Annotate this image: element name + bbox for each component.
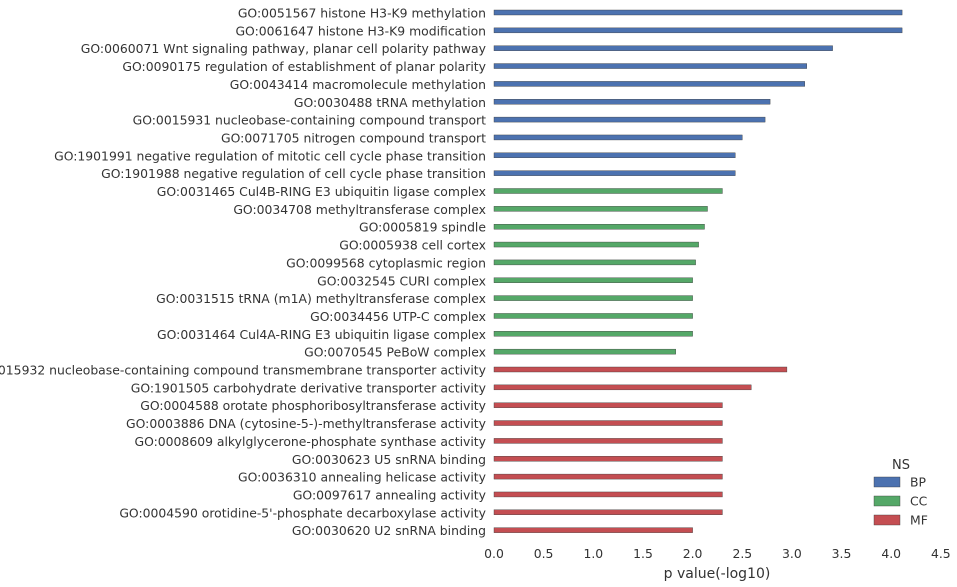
bar-mf <box>493 420 723 426</box>
category-label: GO:0051567 histone H3-K9 methylation <box>238 6 486 21</box>
x-tick-label: 4.5 <box>931 546 951 561</box>
category-label: GO:0060071 Wnt signaling pathway, planar… <box>81 41 486 56</box>
category-label: GO:0070545 PeBoW complex <box>304 345 486 360</box>
x-axis-label: p value(-log10) <box>664 566 771 582</box>
category-label: GO:0034708 methyltransferase complex <box>233 202 486 217</box>
bar-bp <box>493 27 903 34</box>
x-tick-label: 1.5 <box>633 546 653 561</box>
bar-mf <box>493 366 788 373</box>
x-tick-label: 0.0 <box>484 546 504 561</box>
category-label: GO:0071705 nitrogen compound transport <box>221 130 486 145</box>
bar-bp <box>493 81 805 87</box>
category-label: GO:0015931 nucleobase-containing compoun… <box>133 113 487 128</box>
bar-bp <box>493 45 833 51</box>
category-label: GO:0061647 histone H3-K9 modification <box>235 23 486 38</box>
legend: NS BP CC MF <box>873 458 928 528</box>
bar-bp <box>493 63 807 69</box>
bar-bp <box>493 9 903 16</box>
category-label: GO:0032545 CURI complex <box>317 273 486 288</box>
bar-mf <box>493 384 752 391</box>
legend-swatch-cc <box>873 495 901 507</box>
bar-bp <box>493 134 743 141</box>
category-label: GO:0090175 regulation of establishment o… <box>122 59 486 74</box>
category-label: GO:1901988 negative regulation of cell c… <box>101 166 486 181</box>
x-tick-label: 1.0 <box>583 546 603 561</box>
bar-cc <box>493 331 693 337</box>
legend-swatch-mf <box>873 514 901 526</box>
category-label: GO:0030620 U2 snRNA binding <box>292 523 486 538</box>
bar-bp <box>493 170 736 176</box>
bar-cc <box>493 223 705 230</box>
category-label: GO:0097617 annealing activity <box>293 487 486 502</box>
category-label: GO:0005938 cell cortex <box>339 238 486 253</box>
category-label: GO:0003886 DNA (cytosine-5-)-methyltrans… <box>126 416 486 431</box>
bar-mf <box>493 527 693 533</box>
category-label: GO:0031465 Cul4B-RING E3 ubiquitin ligas… <box>157 184 486 199</box>
legend-title: NS <box>892 458 910 473</box>
category-label: GO:0008609 alkylglycerone-phosphate synt… <box>134 434 486 449</box>
category-label: GO:0036310 annealing helicase activity <box>238 470 486 485</box>
bar-cc <box>493 348 676 355</box>
bar-cc <box>493 259 696 266</box>
bar-bp <box>493 99 771 105</box>
bar-cc <box>493 206 708 212</box>
bar-cc <box>493 277 693 283</box>
bar-cc <box>493 313 693 319</box>
bar-bp <box>493 152 736 159</box>
bar-cc <box>493 295 693 301</box>
category-label: GO:0015932 nucleobase-containing compoun… <box>0 363 486 378</box>
category-label: GO:1901991 negative regulation of mitoti… <box>54 148 486 163</box>
x-tick-label: 2.5 <box>732 546 752 561</box>
x-tick-label: 2.0 <box>683 546 703 561</box>
category-label: GO:0030623 U5 snRNA binding <box>292 452 486 467</box>
x-tick-label: 0.5 <box>534 546 554 561</box>
category-label: GO:0004588 orotate phosphoribosyltransfe… <box>140 398 486 413</box>
category-label: GO:1901505 carbohydrate derivative trans… <box>131 380 486 395</box>
category-label: GO:0031464 Cul4A-RING E3 ubiquitin ligas… <box>157 327 486 342</box>
legend-label-mf: MF <box>910 513 928 528</box>
category-label: GO:0005819 spindle <box>359 220 486 235</box>
category-label: GO:0034456 UTP-C complex <box>310 309 486 324</box>
legend-swatch-bp <box>873 476 901 488</box>
bar-cc <box>493 188 723 194</box>
bar-mf <box>493 438 723 444</box>
x-tick-label: 3.0 <box>782 546 802 561</box>
category-label: GO:0043414 macromolecule methylation <box>230 77 486 92</box>
legend-label-bp: BP <box>910 475 927 490</box>
bar-mf <box>493 456 723 462</box>
x-tick-label: 3.5 <box>832 546 852 561</box>
bar-mf <box>493 509 723 515</box>
bar-mf <box>493 402 723 408</box>
category-label: GO:0030488 tRNA methylation <box>294 95 486 110</box>
bars <box>493 9 903 533</box>
x-tick-label: 4.0 <box>881 546 901 561</box>
x-axis-ticks: 0.0 0.5 1.0 1.5 2.0 2.5 3.0 3.5 4.0 4.5 <box>484 546 951 561</box>
legend-label-cc: CC <box>910 494 927 509</box>
bar-mf <box>493 491 723 498</box>
category-labels: GO:0051567 histone H3-K9 methylation GO:0… <box>0 6 486 539</box>
bar-cc <box>493 241 699 248</box>
bar-bp <box>493 116 766 123</box>
category-label: GO:0004590 orotidine-5'-phosphate decarb… <box>119 505 486 520</box>
bar-mf <box>493 473 723 480</box>
category-label: GO:0031515 tRNA (m1A) methyltransferase … <box>156 291 486 306</box>
category-label: GO:0099568 cytoplasmic region <box>286 255 486 270</box>
